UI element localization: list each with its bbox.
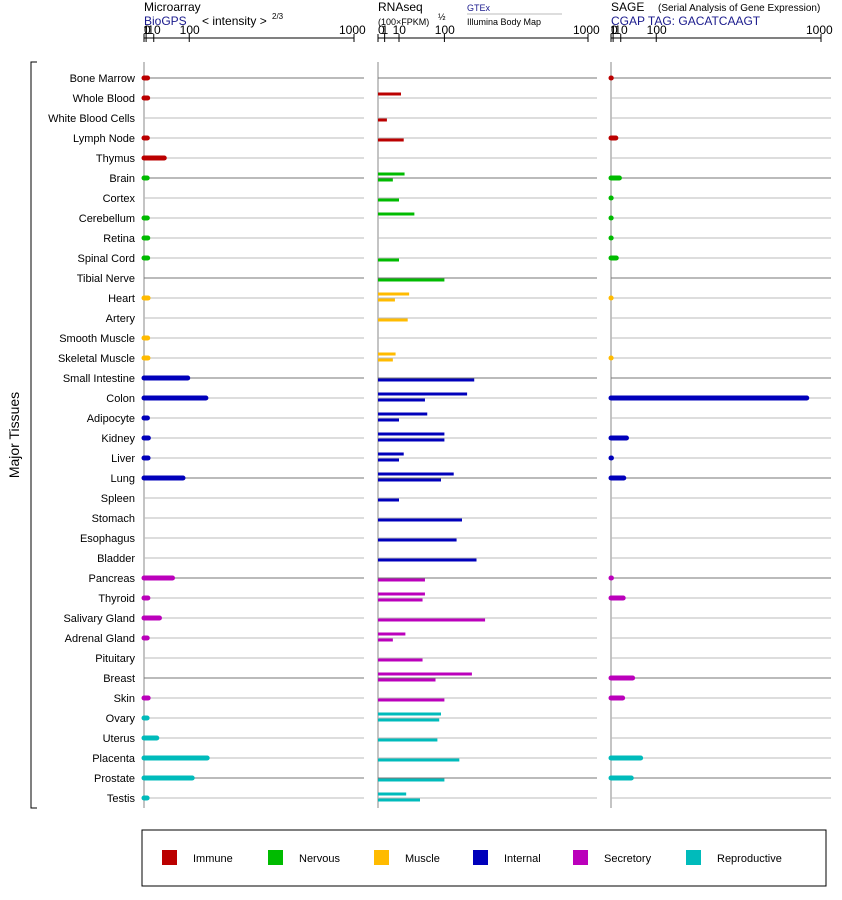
category-label: Thymus	[96, 153, 136, 165]
category-label: Tibial Nerve	[77, 273, 135, 285]
category-label: Bladder	[97, 553, 135, 565]
category-label: Artery	[106, 313, 136, 325]
category-label: Breast	[103, 673, 135, 685]
legend-swatch-internal	[473, 850, 488, 865]
category-label: Pituitary	[95, 653, 135, 665]
panel-title: SAGE	[611, 0, 644, 14]
x-tick-label: 0	[144, 23, 151, 37]
legend-label-secretory: Secretory	[604, 853, 652, 865]
x-tick-label: 10	[393, 23, 407, 37]
y-bracket	[30, 61, 37, 809]
category-label: Cortex	[103, 193, 136, 205]
category-label: Skeletal Muscle	[58, 353, 135, 365]
category-label: Spleen	[101, 493, 135, 505]
category-label: Prostate	[94, 773, 135, 785]
category-label: Kidney	[101, 433, 135, 445]
x-tick-label: 100	[647, 23, 667, 37]
category-label: Whole Blood	[73, 93, 135, 105]
x-tick-label: 0	[378, 23, 385, 37]
x-tick-label: 10	[614, 23, 628, 37]
panel-title: Microarray	[144, 0, 201, 14]
category-label: Liver	[111, 453, 135, 465]
y-axis-title: Major Tissues	[6, 392, 22, 478]
category-label: Testis	[107, 793, 136, 805]
panel-unit-exponent: ½	[438, 12, 446, 22]
category-label: Esophagus	[80, 533, 136, 545]
category-label: Cerebellum	[79, 213, 135, 225]
legend-swatch-muscle	[374, 850, 389, 865]
legend-swatch-secretory	[573, 850, 588, 865]
x-tick-label: 1000	[573, 23, 600, 37]
legend-swatch-nervous	[268, 850, 283, 865]
legend-label-nervous: Nervous	[299, 853, 340, 865]
panel-unit-note: < intensity >	[202, 14, 267, 28]
legend-swatch-immune	[162, 850, 177, 865]
category-label: Stomach	[92, 513, 135, 525]
panel-subtitle: CGAP TAG: GACATCAAGT	[611, 14, 761, 28]
panel-title: RNAseq	[378, 0, 423, 14]
x-tick-label: 0	[611, 23, 618, 37]
category-label: Lung	[111, 473, 135, 485]
category-label: Smooth Muscle	[59, 333, 135, 345]
x-tick-label: 10	[147, 23, 161, 37]
category-label: Lymph Node	[73, 133, 135, 145]
x-tick-label: 100	[180, 23, 200, 37]
legend-swatch-reproductive	[686, 850, 701, 865]
category-label: Small Intestine	[63, 373, 135, 385]
x-tick-label: 1	[381, 23, 388, 37]
category-label: Salivary Gland	[63, 613, 135, 625]
category-labels: Bone Marrow Whole Blood White Blood Cells L…	[48, 73, 136, 805]
category-label: Adipocyte	[87, 413, 135, 425]
panel-subtitle: BioGPS	[144, 14, 187, 28]
panel-note: (Serial Analysis of Gene Expression)	[658, 3, 820, 14]
category-label: Retina	[103, 233, 136, 245]
panel-subtitle: (100×FPKM)	[378, 17, 429, 27]
category-label: White Blood Cells	[48, 113, 135, 125]
panel-source-gtex: GTEx	[467, 3, 491, 13]
panel-source-bodymap: Illumina Body Map	[467, 17, 541, 27]
category-label: Skin	[114, 693, 135, 705]
x-tick-label: 1000	[806, 23, 833, 37]
panel-sage: SAGE (Serial Analysis of Gene Expression)…	[608, 0, 833, 808]
legend-label-muscle: Muscle	[405, 853, 440, 865]
legend: Immune Nervous Muscle Internal Secretory Repr…	[141, 829, 827, 887]
category-label: Thyroid	[98, 593, 135, 605]
category-label: Heart	[108, 293, 135, 305]
x-tick-label: 1	[610, 23, 617, 37]
x-tick-label: 100	[435, 23, 455, 37]
category-label: Adrenal Gland	[65, 633, 135, 645]
legend-label-immune: Immune	[193, 853, 233, 865]
panel-unit-exponent: 2/3	[272, 12, 284, 21]
category-label: Spinal Cord	[78, 253, 135, 265]
category-label: Colon	[106, 393, 135, 405]
category-label: Ovary	[106, 713, 136, 725]
category-label: Bone Marrow	[70, 73, 135, 85]
category-label: Placenta	[92, 753, 136, 765]
category-label: Uterus	[103, 733, 136, 745]
x-tick-label: 1	[143, 23, 150, 37]
category-label: Brain	[109, 173, 135, 185]
legend-label-reproductive: Reproductive	[717, 853, 782, 865]
legend-label-internal: Internal	[504, 853, 541, 865]
category-label: Pancreas	[89, 573, 136, 585]
x-tick-label: 1000	[339, 23, 366, 37]
